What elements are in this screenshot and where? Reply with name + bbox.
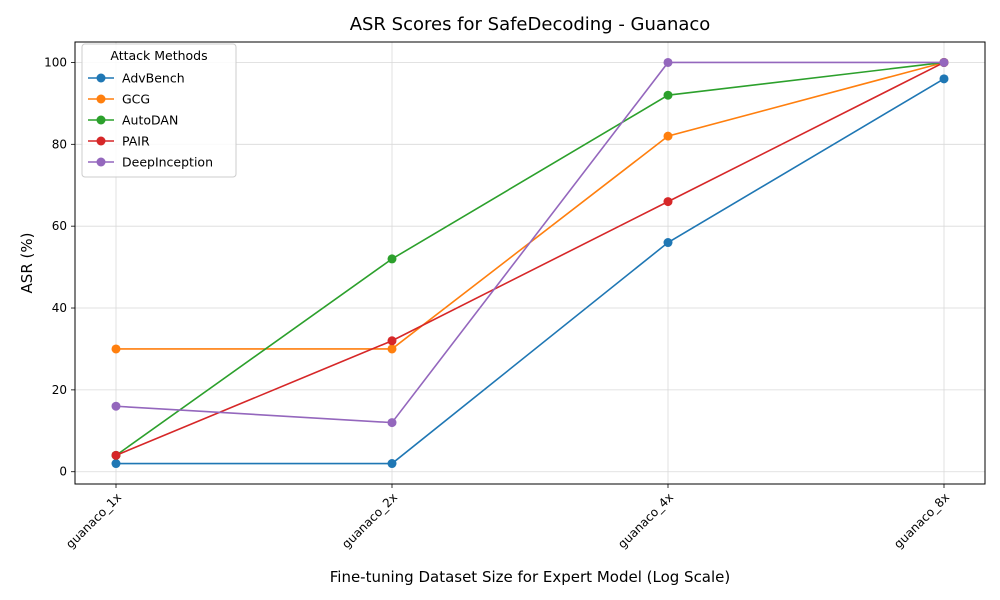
legend-swatch-marker — [96, 94, 106, 104]
legend-box — [81, 43, 237, 178]
data-point-advbench — [111, 459, 121, 469]
series-gcg — [111, 57, 949, 354]
data-point-deepinception — [663, 57, 673, 67]
data-point-pair — [111, 450, 121, 460]
legend-swatch-marker — [96, 115, 106, 125]
series-advbench — [111, 74, 949, 469]
y-tick-label: 100 — [44, 55, 67, 69]
x-tick-label: guanaco_4x — [615, 490, 676, 551]
y-tick-label: 80 — [52, 137, 67, 151]
legend-swatch-marker — [96, 157, 106, 167]
legend-entry-label: PAIR — [122, 134, 150, 149]
y-tick-label: 40 — [52, 301, 67, 315]
data-point-autodan — [663, 90, 673, 100]
legend-title: Attack Methods — [110, 48, 207, 63]
data-point-advbench — [663, 238, 673, 248]
x-tick-label: guanaco_2x — [339, 490, 400, 551]
x-tick-label: guanaco_8x — [891, 490, 952, 551]
series-line-deepinception — [115, 61, 944, 424]
legend: Attack Methods AdvBench GCG AutoDAN PAIR Deep… — [81, 43, 237, 178]
data-point-deepinception — [387, 418, 397, 428]
data-point-advbench — [387, 459, 397, 469]
chart-title: ASR Scores for SafeDecoding - Guanaco — [350, 14, 711, 35]
series-deepinception — [111, 57, 949, 428]
y-tick-label: 20 — [52, 383, 67, 397]
legend-entry-label: GCG — [122, 92, 150, 107]
series-line-pair — [115, 61, 945, 457]
plot-area-frame — [74, 41, 986, 485]
data-point-pair — [387, 336, 397, 346]
series-line-advbench — [116, 78, 945, 465]
legend-entry-label: AdvBench — [122, 71, 185, 86]
y-axis-title: ASR (%) — [18, 233, 36, 294]
series-line-gcg — [116, 61, 945, 350]
data-point-gcg — [111, 344, 121, 354]
legend-entry-label: DeepInception — [122, 155, 213, 170]
legend-swatch-marker — [96, 73, 106, 83]
y-tick-label: 0 — [59, 465, 67, 479]
data-point-gcg — [387, 344, 397, 354]
data-point-gcg — [663, 131, 673, 141]
series-line-autodan — [115, 61, 945, 457]
data-point-deepinception — [939, 57, 949, 67]
x-tick-label: guanaco_1x — [63, 490, 124, 551]
x-axis-title: Fine-tuning Dataset Size for Expert Mode… — [330, 568, 731, 586]
data-point-autodan — [387, 254, 397, 264]
series-group — [111, 57, 949, 469]
legend-swatch-marker — [96, 136, 106, 146]
data-point-deepinception — [111, 401, 121, 411]
data-point-pair — [663, 197, 673, 207]
data-point-advbench — [939, 74, 949, 84]
series-pair — [111, 57, 949, 460]
series-autodan — [111, 57, 949, 460]
legend-entry-label: AutoDAN — [122, 113, 178, 128]
y-tick-label: 60 — [52, 219, 67, 233]
